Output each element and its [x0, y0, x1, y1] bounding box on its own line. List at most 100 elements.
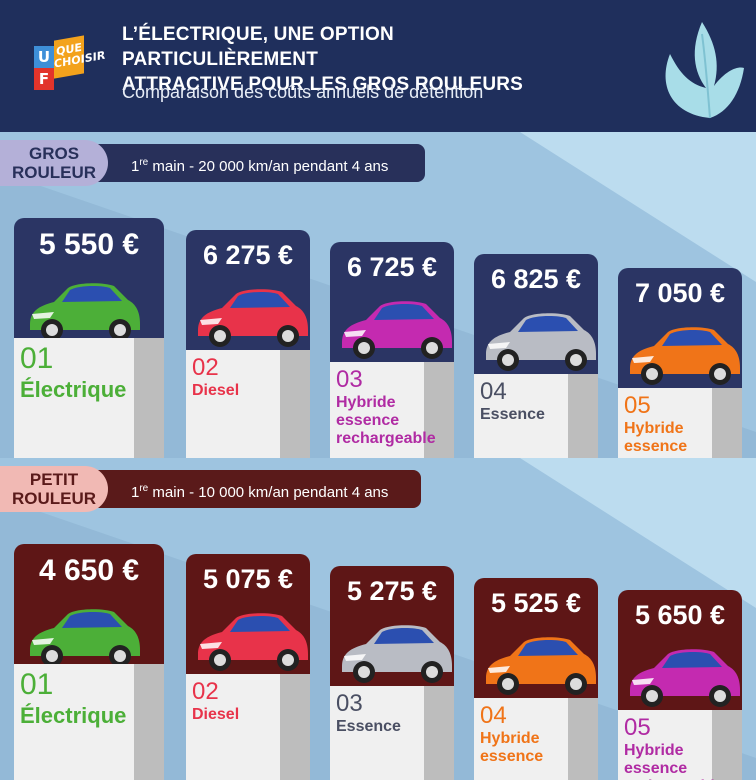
card-header: 6 725 € [330, 242, 454, 362]
powertrain-label-line: Diesel [192, 706, 240, 723]
section-label: PETIT ROULEUR [0, 466, 108, 512]
card-shadow [280, 674, 310, 780]
powertrain-label-line: essence [624, 760, 688, 777]
powertrain-label-line: essence [336, 412, 400, 429]
card-body: 04 Hybride essence [474, 698, 598, 780]
card-header: 6 825 € [474, 254, 598, 374]
card-body: 01 Électrique [14, 338, 164, 458]
card-shadow [424, 686, 454, 780]
cost-value: 4 650 € [38, 554, 140, 587]
infographic-subtitle: Comparaison des coûts annuels de détenti… [122, 82, 484, 102]
rank-number: 05 [624, 714, 651, 741]
powertrain-label-line: essence [480, 748, 544, 765]
car-icon [192, 604, 310, 674]
powertrain-label-line: Essence [480, 406, 545, 423]
card-body: 04 Essence [474, 374, 598, 458]
powertrain-label: Électrique [20, 378, 126, 402]
card-body: 01 Électrique [14, 664, 164, 780]
card-header: 5 525 € [474, 578, 598, 698]
logo-letter-f: F [34, 68, 54, 90]
rank-number: 04 [480, 702, 507, 729]
card-shadow [712, 710, 742, 780]
card-body: 02 Diesel [186, 674, 310, 780]
rank-number: 05 [624, 392, 651, 419]
card-header: 7 050 € [618, 268, 742, 388]
card-body: 03 Hybride essence rechargeable [330, 362, 454, 458]
cost-card-03: 6 725 € 03 Hybride essence rechargeable [330, 242, 454, 458]
car-icon [480, 628, 598, 698]
card-header: 4 650 € [14, 544, 164, 667]
rank-number: 04 [480, 378, 507, 405]
powertrain-label-line: Hybride [624, 420, 684, 437]
rank-number: 01 [20, 668, 54, 701]
card-header: 5 075 € [186, 554, 310, 674]
header: QUE CHOISIR U F L’ÉLECTRIQUE, UNE OPTION… [0, 0, 756, 132]
card-shadow [134, 338, 164, 458]
leaf-icon [665, 22, 744, 119]
cost-value: 5 075 € [202, 564, 294, 594]
cost-card-05: 5 650 € 05Hybrideessencerechargeable [618, 590, 742, 780]
rank-number: 03 [336, 366, 363, 393]
ufc-que-choisir-logo: QUE CHOISIR U F [34, 35, 105, 94]
card-body: 05Hybrideessencerechargeable [618, 710, 742, 780]
petit-rouleur-section: 1re main - 10 000 km/an pendant 4 ans PE… [0, 458, 756, 780]
powertrain-label-line: rechargeable [336, 430, 436, 447]
cost-card-01: 4 650 € 01 Électrique [14, 544, 164, 780]
card-shadow [568, 698, 598, 780]
logo-letter-u: U [34, 46, 54, 68]
car-icon [336, 292, 454, 362]
gros-rouleur-section: 1re main - 20 000 km/an pendant 4 ans GR… [0, 132, 756, 458]
cost-value: 6 725 € [346, 252, 438, 282]
cost-card-03: 5 275 € 03 Essence [330, 566, 454, 780]
car-icon [24, 600, 142, 670]
powertrain-label-line: Diesel [192, 382, 240, 399]
card-body: 05 Hybride essence [618, 388, 742, 458]
cost-card-05: 7 050 € 05 Hybride essence [618, 268, 742, 458]
card-header: 5 650 € [618, 590, 742, 710]
card-shadow [424, 362, 454, 458]
card-shadow [280, 350, 310, 458]
rank-number: 02 [192, 678, 219, 705]
rank-number: 02 [192, 354, 219, 381]
cost-value: 6 825 € [490, 264, 582, 294]
condition-text: 1re main - 20 000 km/an pendant 4 ans [95, 144, 425, 182]
card-header: 6 275 € [186, 230, 310, 350]
card-body: 02 Diesel [186, 350, 310, 458]
powertrain-label-line: Électrique [20, 377, 127, 402]
condition-text: 1re main - 10 000 km/an pendant 4 ans [95, 470, 421, 508]
infographic-title: L’ÉLECTRIQUE, UNE OPTION PARTICULIÈREMEN… [122, 22, 592, 97]
cost-value: 5 525 € [490, 588, 582, 618]
car-icon [24, 274, 142, 344]
card-shadow [712, 388, 742, 458]
car-icon [336, 616, 454, 686]
powertrain-label-line: rechargeable [624, 778, 724, 780]
powertrain-label-line: Hybride [336, 394, 396, 411]
powertrain-label: Électrique [20, 704, 126, 728]
rank-number: 03 [336, 690, 363, 717]
powertrain-label: Hybride essence [480, 730, 543, 766]
cost-card-02: 5 075 € 02 Diesel [186, 554, 310, 780]
powertrain-label: Diesel [192, 706, 239, 724]
card-body: 03 Essence [330, 686, 454, 780]
cost-card-04: 6 825 € 04 Essence [474, 254, 598, 458]
cost-value: 7 050 € [634, 278, 726, 308]
title-line-1: L’ÉLECTRIQUE, UNE OPTION PARTICULIÈREMEN… [122, 24, 394, 70]
cost-card-01: 5 550 € 01 Électrique [14, 218, 164, 458]
car-icon [624, 318, 742, 388]
title-line-2: ATTRACTIVE POUR LES GROS ROULEURS [122, 74, 524, 95]
powertrain-label: Essence [480, 406, 545, 424]
card-shadow [568, 374, 598, 458]
powertrain-label: Hybride essence [624, 420, 687, 456]
cost-value: 5 650 € [634, 600, 726, 630]
rank-number: 01 [20, 342, 54, 375]
car-icon [624, 640, 742, 710]
cost-value: 5 275 € [346, 576, 438, 606]
card-shadow [134, 664, 164, 780]
powertrain-label-line: Essence [336, 718, 401, 735]
powertrain-label-line: Électrique [20, 703, 127, 728]
powertrain-label-line: essence [624, 438, 688, 455]
logo-tag: QUE CHOISIR [54, 35, 105, 79]
cost-card-02: 6 275 € 02 Diesel [186, 230, 310, 458]
